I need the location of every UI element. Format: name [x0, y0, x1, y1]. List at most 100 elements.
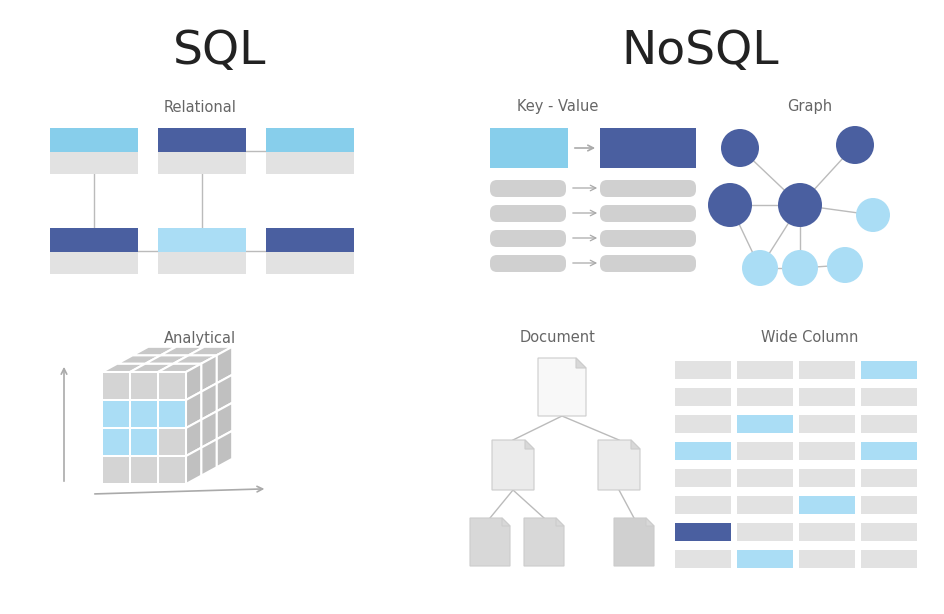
- FancyBboxPatch shape: [600, 255, 696, 272]
- Polygon shape: [158, 363, 201, 372]
- FancyBboxPatch shape: [861, 550, 917, 568]
- FancyBboxPatch shape: [675, 388, 731, 406]
- Text: Relational: Relational: [163, 99, 236, 114]
- Text: Wide Column: Wide Column: [761, 330, 859, 346]
- FancyBboxPatch shape: [799, 361, 855, 379]
- Polygon shape: [201, 411, 217, 448]
- FancyBboxPatch shape: [103, 373, 129, 399]
- Polygon shape: [133, 347, 177, 356]
- Polygon shape: [646, 518, 654, 526]
- FancyBboxPatch shape: [131, 373, 157, 399]
- FancyBboxPatch shape: [490, 180, 566, 197]
- Circle shape: [836, 126, 874, 164]
- Circle shape: [742, 250, 778, 286]
- Polygon shape: [201, 383, 217, 419]
- Text: Analytical: Analytical: [164, 330, 236, 346]
- FancyBboxPatch shape: [675, 361, 731, 379]
- Polygon shape: [524, 518, 564, 566]
- Circle shape: [782, 250, 818, 286]
- Polygon shape: [217, 403, 232, 439]
- Text: Key - Value: Key - Value: [517, 99, 598, 114]
- Polygon shape: [201, 356, 217, 392]
- Polygon shape: [614, 518, 654, 566]
- FancyBboxPatch shape: [861, 442, 917, 460]
- Circle shape: [827, 247, 863, 283]
- FancyBboxPatch shape: [799, 388, 855, 406]
- Polygon shape: [217, 347, 232, 383]
- Polygon shape: [186, 419, 201, 456]
- FancyBboxPatch shape: [861, 496, 917, 514]
- Circle shape: [708, 183, 752, 227]
- FancyBboxPatch shape: [861, 469, 917, 487]
- FancyBboxPatch shape: [737, 469, 793, 487]
- FancyBboxPatch shape: [737, 523, 793, 541]
- FancyBboxPatch shape: [490, 230, 566, 247]
- FancyBboxPatch shape: [737, 496, 793, 514]
- FancyBboxPatch shape: [158, 128, 246, 152]
- Polygon shape: [492, 440, 534, 490]
- Polygon shape: [186, 363, 201, 400]
- FancyBboxPatch shape: [490, 255, 566, 272]
- Polygon shape: [186, 448, 201, 484]
- FancyBboxPatch shape: [861, 361, 917, 379]
- Polygon shape: [217, 375, 232, 411]
- Polygon shape: [174, 356, 217, 363]
- FancyBboxPatch shape: [158, 228, 246, 252]
- FancyBboxPatch shape: [103, 457, 129, 483]
- Circle shape: [721, 129, 759, 167]
- FancyBboxPatch shape: [159, 401, 185, 427]
- Polygon shape: [538, 358, 586, 416]
- Polygon shape: [130, 363, 174, 372]
- FancyBboxPatch shape: [675, 415, 731, 433]
- Text: Graph: Graph: [787, 99, 833, 114]
- Polygon shape: [576, 358, 586, 368]
- Polygon shape: [102, 363, 145, 372]
- FancyBboxPatch shape: [490, 128, 568, 168]
- FancyBboxPatch shape: [159, 457, 185, 483]
- FancyBboxPatch shape: [861, 523, 917, 541]
- Polygon shape: [145, 356, 189, 363]
- Polygon shape: [502, 518, 510, 526]
- FancyBboxPatch shape: [737, 442, 793, 460]
- FancyBboxPatch shape: [266, 228, 354, 252]
- FancyBboxPatch shape: [131, 401, 157, 427]
- FancyBboxPatch shape: [103, 429, 129, 455]
- FancyBboxPatch shape: [131, 429, 157, 455]
- FancyBboxPatch shape: [50, 128, 138, 152]
- Text: Document: Document: [520, 330, 596, 346]
- FancyBboxPatch shape: [103, 401, 129, 427]
- Polygon shape: [470, 518, 510, 566]
- Polygon shape: [631, 440, 640, 449]
- FancyBboxPatch shape: [799, 469, 855, 487]
- FancyBboxPatch shape: [675, 523, 731, 541]
- Polygon shape: [160, 347, 204, 356]
- Polygon shape: [217, 431, 232, 467]
- Polygon shape: [186, 392, 201, 428]
- Polygon shape: [556, 518, 564, 526]
- FancyBboxPatch shape: [50, 252, 138, 274]
- FancyBboxPatch shape: [159, 373, 185, 399]
- FancyBboxPatch shape: [266, 252, 354, 274]
- FancyBboxPatch shape: [50, 152, 138, 174]
- FancyBboxPatch shape: [600, 128, 696, 168]
- FancyBboxPatch shape: [737, 415, 793, 433]
- FancyBboxPatch shape: [675, 550, 731, 568]
- Polygon shape: [201, 439, 217, 476]
- FancyBboxPatch shape: [799, 442, 855, 460]
- FancyBboxPatch shape: [799, 550, 855, 568]
- FancyBboxPatch shape: [675, 469, 731, 487]
- FancyBboxPatch shape: [737, 361, 793, 379]
- Polygon shape: [525, 440, 534, 449]
- FancyBboxPatch shape: [159, 429, 185, 455]
- Circle shape: [856, 198, 890, 232]
- FancyBboxPatch shape: [799, 496, 855, 514]
- Circle shape: [778, 183, 822, 227]
- FancyBboxPatch shape: [600, 230, 696, 247]
- Text: SQL: SQL: [174, 29, 267, 74]
- FancyBboxPatch shape: [737, 550, 793, 568]
- FancyBboxPatch shape: [737, 388, 793, 406]
- FancyBboxPatch shape: [799, 415, 855, 433]
- FancyBboxPatch shape: [799, 523, 855, 541]
- FancyBboxPatch shape: [675, 442, 731, 460]
- FancyBboxPatch shape: [266, 152, 354, 174]
